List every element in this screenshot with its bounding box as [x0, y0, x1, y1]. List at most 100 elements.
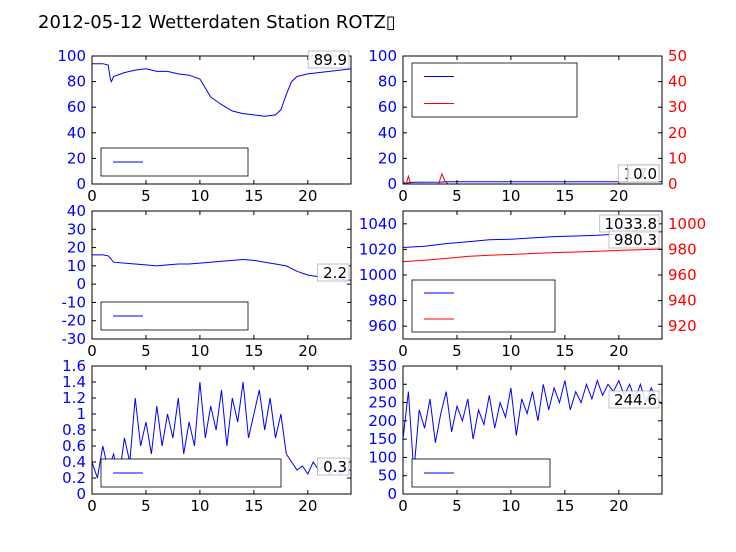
y-tick-label: 0: [387, 175, 397, 193]
y-tick-label: 30: [67, 220, 86, 238]
x-tick-label: 0: [87, 342, 97, 360]
x-tick-label: 20: [609, 342, 628, 360]
y-tick-label: 150: [368, 430, 397, 448]
figure-title: 2012-05-12 Wetterdaten Station ROTZ▯: [38, 12, 396, 33]
current-value-label: 0.0: [633, 165, 657, 183]
series-line-1: [92, 63, 351, 117]
current-value-box: [608, 230, 660, 249]
chart-panel-2: 05101520020406080100010203040501.700.0: [368, 47, 687, 205]
x-tick-label: 15: [244, 187, 263, 205]
y-tick-label-right: 50: [668, 47, 687, 65]
x-tick-label: 15: [244, 342, 263, 360]
x-tick-label: 5: [452, 342, 462, 360]
x-tick-label: 15: [555, 187, 574, 205]
plot-frame: [91, 210, 352, 340]
chart-panel-4: 0 5 10 15 20 960 980 1000 1020 1040 920 940 960 980 10…: [359, 210, 706, 360]
y-tick-label: 0: [76, 485, 86, 503]
x-tick-label: 20: [609, 187, 628, 205]
y-tick-label: 60: [378, 98, 397, 116]
y-tick-label: 1000: [359, 266, 397, 284]
current-value-box: [608, 390, 660, 409]
current-value-label: 1033.8: [605, 215, 658, 233]
current-value-label: 980.3: [614, 231, 657, 249]
x-tick-label: 15: [555, 342, 574, 360]
y-tick-label: 10: [67, 257, 86, 275]
current-value-label: 244.6: [614, 391, 657, 409]
current-value-box: [307, 50, 350, 69]
y-tick-label: 40: [67, 124, 86, 142]
y-tick-label: 1.4: [62, 373, 86, 391]
y-tick-label: 40: [67, 202, 86, 220]
y-tick-label: 0: [76, 275, 86, 293]
y-tick-label: 350: [368, 357, 397, 375]
y-tick-label: 50: [378, 467, 397, 485]
x-tick-label: 20: [298, 187, 317, 205]
y-tick-label-right: 0: [668, 175, 678, 193]
y-tick-label-right: 40: [668, 73, 687, 91]
y-tick-label: 960: [368, 317, 397, 335]
x-tick-label: 10: [190, 497, 209, 515]
y-tick-label: 0.8: [62, 421, 86, 439]
x-tick-label: 0: [398, 497, 408, 515]
x-tick-label: 15: [244, 497, 263, 515]
legend-box: [411, 62, 578, 118]
series-line-1: [92, 254, 351, 281]
y-tick-label: -30: [62, 330, 87, 348]
y-tick-label: 0: [76, 175, 86, 193]
chart-panel-1: 0 5 10 15 20 0 20 40 60 80 100 89.9: [57, 47, 352, 205]
y-tick-label-right: 1000: [668, 215, 706, 233]
y-tick-label: 200: [368, 412, 397, 430]
y-tick-label: 0.6: [62, 437, 86, 455]
y-tick-label-right: 980: [668, 240, 697, 258]
x-tick-label: 5: [141, 342, 151, 360]
y-tick-label-right: 20: [668, 124, 687, 142]
y-tick-label: 80: [378, 73, 397, 91]
y-tick-label: 300: [368, 375, 397, 393]
x-tick-label: 0: [87, 187, 97, 205]
y-tick-label: 980: [368, 292, 397, 310]
x-tick-label: 0: [398, 342, 408, 360]
y-tick-label: 20: [67, 149, 86, 167]
x-tick-label: 5: [452, 497, 462, 515]
y-tick-label: 60: [67, 98, 86, 116]
y-tick-label: 0.4: [62, 453, 86, 471]
x-tick-label: 15: [555, 497, 574, 515]
y-tick-label: 80: [67, 73, 86, 91]
x-tick-label: 5: [141, 187, 151, 205]
current-value-box: [317, 263, 350, 282]
plot-frame: [402, 365, 663, 495]
y-tick-label: 1.6: [62, 357, 86, 375]
x-tick-label: 20: [609, 497, 628, 515]
y-tick-label-right: 940: [668, 292, 697, 310]
x-tick-label: 5: [141, 497, 151, 515]
series-line-2: [403, 248, 662, 263]
y-tick-label: 100: [368, 448, 397, 466]
y-tick-label: 1: [76, 405, 86, 423]
current-value-box: [627, 164, 660, 183]
series-line-2: [403, 172, 662, 184]
current-value-label: 89.9: [314, 51, 347, 69]
y-tick-label: -20: [62, 312, 87, 330]
series-line-1: [403, 378, 662, 473]
y-tick-label-right: 10: [668, 149, 687, 167]
y-tick-label: 100: [57, 47, 86, 65]
x-tick-label: 20: [298, 342, 317, 360]
y-tick-label-right: 960: [668, 266, 697, 284]
y-tick-label-right: 920: [668, 317, 697, 335]
y-tick-label-right: 30: [668, 98, 687, 116]
y-tick-label: 20: [378, 149, 397, 167]
y-tick-label: 1020: [359, 240, 397, 258]
current-value-label: 2.2: [323, 264, 347, 282]
series-line-1: [92, 381, 351, 479]
y-tick-label: 0: [387, 485, 397, 503]
y-tick-label: 40: [378, 124, 397, 142]
current-value-box: [317, 457, 350, 476]
legend-box: [411, 279, 556, 333]
x-tick-label: 10: [501, 342, 520, 360]
y-tick-label: -10: [62, 293, 87, 311]
chart-panel-5: 0 5 10 15 20 00.20.40.60.811.21.41.6 0.3: [62, 357, 352, 515]
x-tick-label: 20: [298, 497, 317, 515]
